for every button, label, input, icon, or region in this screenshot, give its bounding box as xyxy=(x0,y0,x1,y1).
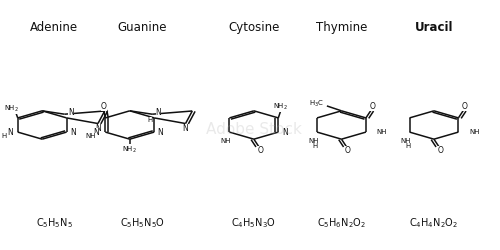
Text: NH: NH xyxy=(400,138,411,144)
Text: N: N xyxy=(282,128,288,136)
Text: O: O xyxy=(370,102,375,111)
Text: N: N xyxy=(68,108,74,118)
Text: Adobe Stock: Adobe Stock xyxy=(206,122,302,138)
Text: C$_4$H$_5$N$_3$O: C$_4$H$_5$N$_3$O xyxy=(232,216,276,230)
Text: NH$_2$: NH$_2$ xyxy=(4,104,19,114)
Text: N: N xyxy=(7,128,13,136)
Text: N: N xyxy=(95,124,101,134)
Text: H: H xyxy=(312,143,318,149)
Text: O: O xyxy=(462,102,468,111)
Text: N: N xyxy=(94,128,100,136)
Text: Guanine: Guanine xyxy=(117,21,166,34)
Text: N: N xyxy=(70,128,76,136)
Text: C$_5$H$_6$N$_2$O$_2$: C$_5$H$_6$N$_2$O$_2$ xyxy=(317,216,366,230)
Text: H: H xyxy=(2,134,6,140)
Text: O: O xyxy=(438,146,443,155)
Text: O: O xyxy=(258,146,263,155)
Text: NH: NH xyxy=(220,138,231,144)
Text: H: H xyxy=(405,143,410,149)
Text: NH: NH xyxy=(86,133,96,139)
Text: N: N xyxy=(158,128,164,136)
Text: O: O xyxy=(101,102,107,111)
Text: Thymine: Thymine xyxy=(316,21,367,34)
Text: C$_4$H$_4$N$_2$O$_2$: C$_4$H$_4$N$_2$O$_2$ xyxy=(410,216,459,230)
Text: H$_3$C: H$_3$C xyxy=(308,98,324,108)
Text: NH$_2$: NH$_2$ xyxy=(122,144,137,154)
Text: N: N xyxy=(182,124,188,134)
Text: Uracil: Uracil xyxy=(414,21,453,34)
Text: C$_5$H$_5$N$_5$O: C$_5$H$_5$N$_5$O xyxy=(120,216,164,230)
Text: H: H xyxy=(147,116,152,122)
Text: NH: NH xyxy=(308,138,318,144)
Text: C$_5$H$_5$N$_5$: C$_5$H$_5$N$_5$ xyxy=(36,216,72,230)
Text: N: N xyxy=(156,108,162,118)
Text: NH: NH xyxy=(376,129,387,135)
Text: Cytosine: Cytosine xyxy=(228,21,280,34)
Text: NH: NH xyxy=(469,129,480,135)
Text: Adenine: Adenine xyxy=(30,21,78,34)
Text: O: O xyxy=(345,146,350,155)
Text: NH$_2$: NH$_2$ xyxy=(274,102,288,112)
